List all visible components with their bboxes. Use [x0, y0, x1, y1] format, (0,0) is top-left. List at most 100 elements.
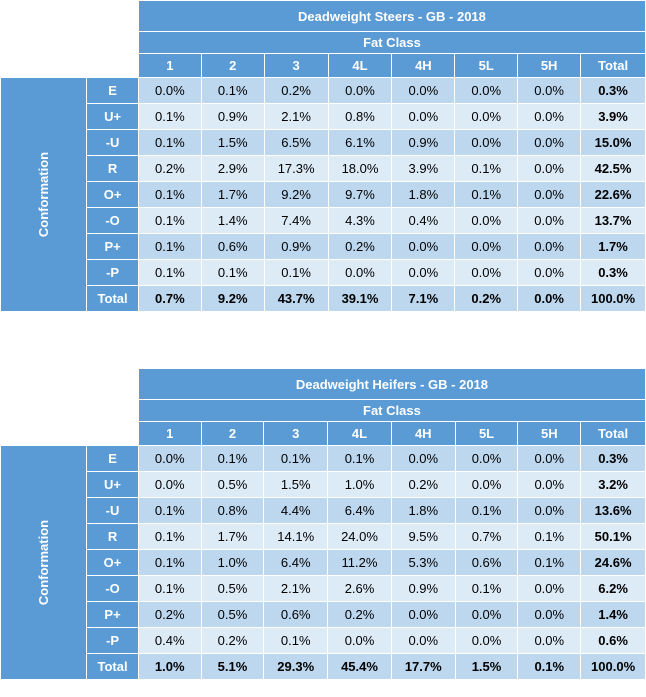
row-total-cell: 0.3%: [580, 259, 646, 286]
steers-table: Deadweight Steers - GB - 2018 Fat Class 1…: [0, 0, 646, 312]
value-cell: 0.0%: [517, 155, 582, 182]
value-cell: 1.8%: [391, 181, 456, 208]
value-cell: 0.1%: [200, 259, 265, 286]
value-cell: 45.4%: [327, 653, 392, 680]
value-cell: 1.5%: [263, 471, 329, 498]
value-cell: 1.0%: [200, 549, 265, 576]
value-cell: 0.0%: [454, 627, 519, 654]
row-total-cell: 0.3%: [580, 77, 646, 104]
value-cell: 0.2%: [137, 601, 202, 628]
table-row: Total 0.7% 9.2% 43.7% 39.1% 7.1% 0.2% 0.0% 100.0…: [1, 285, 646, 312]
row-label: E: [86, 77, 139, 104]
value-cell: 0.0%: [391, 77, 456, 104]
table-row: P+ 0.1% 0.6% 0.9% 0.2% 0.0% 0.0% 0.0% 1.7%: [1, 233, 646, 260]
column-header: 5H: [517, 53, 582, 78]
value-cell: 0.1%: [200, 445, 265, 472]
value-cell: 0.0%: [327, 77, 393, 104]
value-cell: 2.1%: [263, 575, 329, 602]
value-cell: 0.1%: [454, 181, 519, 208]
conformation-axis-label: Conformation: [0, 445, 88, 680]
value-cell: 0.0%: [390, 627, 456, 654]
value-cell: 0.5%: [200, 601, 265, 628]
value-cell: 0.2%: [263, 77, 329, 104]
value-cell: 6.1%: [327, 129, 393, 156]
row-total-cell: 50.1%: [580, 523, 646, 550]
value-cell: 0.0%: [517, 77, 582, 104]
value-cell: 0.1%: [137, 207, 202, 234]
value-cell: 43.7%: [263, 285, 329, 312]
row-label: P+: [86, 601, 139, 628]
table-row: U+ 0.1% 0.9% 2.1% 0.8% 0.0% 0.0% 0.0% 3.9%: [1, 103, 646, 130]
value-cell: 0.1%: [200, 77, 265, 104]
value-cell: 0.4%: [391, 207, 456, 234]
table-row: O+ 0.1% 1.0% 6.4% 11.2% 5.3% 0.6% 0.1% 24.6%: [1, 549, 646, 576]
value-cell: 0.0%: [517, 285, 582, 312]
table-title: Deadweight Steers - GB - 2018: [137, 0, 646, 32]
value-cell: 14.1%: [263, 523, 329, 550]
row-label: Total: [86, 285, 139, 312]
row-label: U+: [86, 103, 139, 130]
value-cell: 1.0%: [137, 653, 202, 680]
value-cell: 1.5%: [200, 129, 265, 156]
value-cell: 1.7%: [200, 523, 265, 550]
column-header: 4H: [390, 421, 456, 446]
column-header: 2: [200, 53, 265, 78]
value-cell: 0.8%: [200, 497, 265, 524]
value-cell: 0.1%: [517, 523, 582, 550]
value-cell: 0.0%: [137, 77, 202, 104]
row-total-cell: 100.0%: [580, 653, 646, 680]
row-total-cell: 3.2%: [580, 471, 646, 498]
value-cell: 0.0%: [454, 601, 519, 628]
row-label: O+: [86, 549, 139, 576]
value-cell: 0.0%: [137, 445, 202, 472]
value-cell: 0.0%: [391, 233, 456, 260]
row-total-cell: 22.6%: [580, 181, 646, 208]
column-header: 4L: [327, 53, 393, 78]
table-title: Deadweight Heifers - GB - 2018: [137, 368, 646, 400]
value-cell: 0.6%: [454, 549, 519, 576]
value-cell: 0.9%: [200, 103, 265, 130]
value-cell: 0.2%: [137, 155, 202, 182]
value-cell: 0.0%: [391, 103, 456, 130]
table-row: -O 0.1% 1.4% 7.4% 4.3% 0.4% 0.0% 0.0% 13.7%: [1, 207, 646, 234]
row-label: E: [86, 445, 139, 472]
value-cell: 0.9%: [390, 575, 456, 602]
row-total-cell: 1.4%: [580, 601, 646, 628]
row-label: U+: [86, 471, 139, 498]
blank-corner: [0, 53, 139, 78]
value-cell: 1.5%: [454, 653, 519, 680]
value-cell: 17.3%: [263, 155, 329, 182]
row-total-cell: 1.7%: [580, 233, 646, 260]
column-header: 2: [200, 421, 265, 446]
value-cell: 5.3%: [390, 549, 456, 576]
value-cell: 0.1%: [137, 233, 202, 260]
value-cell: 0.2%: [327, 601, 392, 628]
column-header: 5H: [517, 421, 582, 446]
value-cell: 9.2%: [263, 181, 329, 208]
value-cell: 6.4%: [327, 497, 392, 524]
value-cell: 0.0%: [454, 445, 519, 472]
value-cell: 3.9%: [391, 155, 456, 182]
row-label: O+: [86, 181, 139, 208]
blank-corner: [0, 421, 139, 446]
value-cell: 2.9%: [200, 155, 265, 182]
value-cell: 0.0%: [454, 233, 519, 260]
value-cell: 0.1%: [137, 575, 202, 602]
value-cell: 0.0%: [517, 575, 582, 602]
value-cell: 6.4%: [263, 549, 329, 576]
row-total-cell: 24.6%: [580, 549, 646, 576]
blank-corner: [0, 0, 139, 32]
value-cell: 1.0%: [327, 471, 392, 498]
row-total-cell: 13.7%: [580, 207, 646, 234]
value-cell: 0.5%: [200, 575, 265, 602]
blank-corner: [0, 31, 139, 54]
value-cell: 0.2%: [327, 233, 393, 260]
value-cell: 0.1%: [263, 445, 329, 472]
value-cell: 0.2%: [200, 627, 265, 654]
value-cell: 0.9%: [391, 129, 456, 156]
row-label: Total: [86, 653, 139, 680]
column-header: 3: [263, 421, 329, 446]
value-cell: 0.1%: [327, 445, 392, 472]
row-total-cell: 100.0%: [580, 285, 646, 312]
value-cell: 0.0%: [327, 627, 392, 654]
